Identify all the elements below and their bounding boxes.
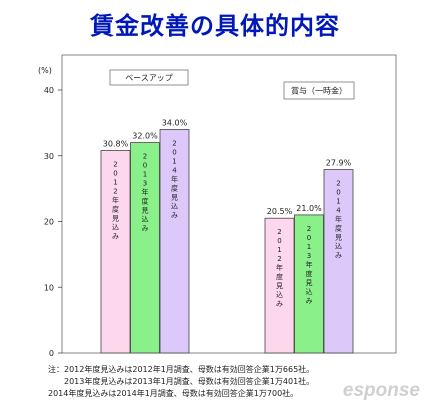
footnote-line: 注：2012年度見込みは2012年1月調査、母数は有効回答企業1万665社。 xyxy=(48,365,315,374)
bar xyxy=(264,217,295,354)
bar-value-label: 34.0% xyxy=(162,118,188,127)
bar-category-label: 2 0 1 3 年度見込み xyxy=(306,225,313,305)
bar xyxy=(159,129,190,354)
bar-category-label: 2 0 1 3 年度見込み xyxy=(142,153,149,233)
bar-value-label: 21.0% xyxy=(296,204,322,213)
group-label: ベースアップ xyxy=(125,74,173,83)
bar-category-label: 2 0 1 2 年度見込み xyxy=(112,160,119,240)
y-tick-label: 10 xyxy=(44,283,54,292)
group-label: 賞与（一時金） xyxy=(291,86,347,96)
bar-value-label: 27.9% xyxy=(326,159,352,168)
bars: 30.8% 2 0 1 2 年度見込み 32.0% 2 0 1 3 年度見込み 34.0% 2 0 1 4 年度見… xyxy=(100,118,354,354)
y-tick-label: 40 xyxy=(44,86,54,95)
bar-value-label: 30.8% xyxy=(103,139,129,148)
y-axis: 0 10 20 30 40 xyxy=(44,86,62,358)
footnote-line: 2014年度見込みは2014年1月調査、母数は有効回答企業1万700社。 xyxy=(48,389,299,398)
bar-category-label: 2 0 1 4 年度見込み xyxy=(171,139,178,219)
bar-category-label: 2 0 1 4 年度見込み xyxy=(335,180,342,260)
bar xyxy=(100,150,131,354)
bar-value-label: 32.0% xyxy=(132,132,158,141)
group-label-box xyxy=(109,69,189,86)
bar xyxy=(294,214,324,354)
bar-category-label: 2 0 1 2 年度見込み xyxy=(276,228,283,308)
y-tick-label: 0 xyxy=(49,349,54,358)
footnotes: 注：2012年度見込みは2012年1月調査、母数は有効回答企業1万665社。 2… xyxy=(48,364,314,400)
watermark: esponse xyxy=(342,380,420,401)
bar xyxy=(130,142,160,354)
bar xyxy=(323,169,354,354)
y-tick-label: 20 xyxy=(44,218,54,227)
footnote-line: 2013年度見込みは2013年1月調査、母数は有効回答企業1万401社。 xyxy=(64,377,315,386)
y-unit-label: (%) xyxy=(38,66,52,75)
group-label-box xyxy=(283,81,355,100)
bar-value-label: 20.5% xyxy=(267,207,293,216)
chart-title: 賃金改善の具体的内容 xyxy=(90,12,340,40)
y-tick-label: 30 xyxy=(44,152,54,161)
